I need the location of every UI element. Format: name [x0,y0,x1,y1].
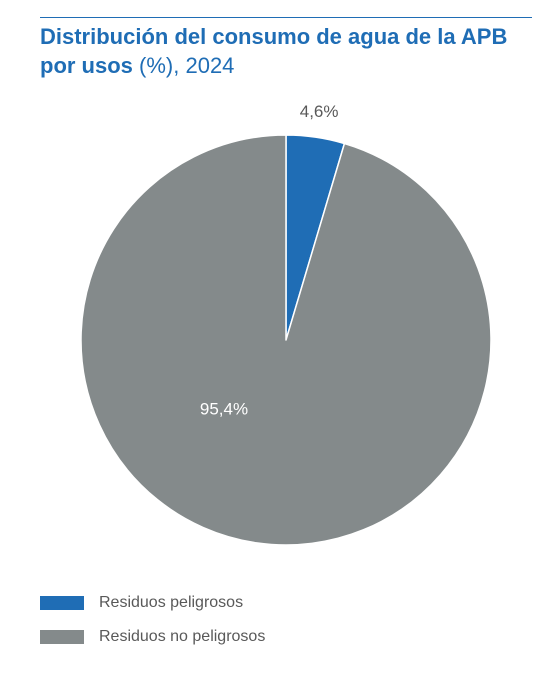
chart-title: Distribución del consumo de agua de la A… [40,22,530,80]
data-label-residuos-no-peligrosos: 95,4% [200,399,248,418]
legend-item-residuos-peligrosos: Residuos peligrosos [40,592,265,614]
chart-title-main: Distribución del consumo de agua de la A… [40,24,508,78]
legend-label-residuos-no-peligrosos: Residuos no peligrosos [99,628,266,645]
pie-labels: 4,6% 95,4% [200,102,339,419]
legend-swatch-residuos-no-peligrosos [40,630,84,644]
pie-slices [80,134,492,546]
title-rule [40,17,532,18]
pie-slice-residuos-no-peligrosos [80,134,492,546]
legend-item-residuos-no-peligrosos: Residuos no peligrosos [40,626,265,648]
chart-title-sub: (%), 2024 [139,53,235,78]
legend: Residuos peligrosos Residuos no peligros… [40,592,265,660]
data-label-residuos-peligrosos: 4,6% [300,102,339,121]
legend-label-residuos-peligrosos: Residuos peligrosos [99,594,244,611]
legend-swatch-residuos-peligrosos [40,596,84,610]
